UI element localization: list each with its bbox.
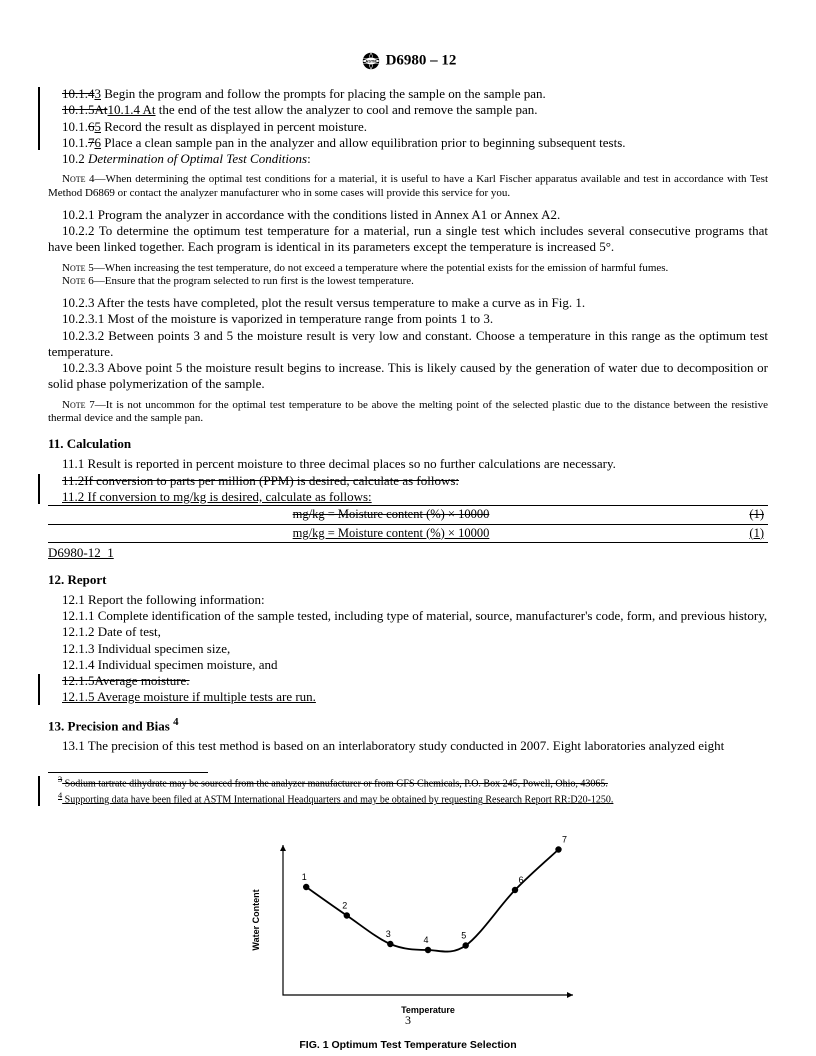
redline-ref: D6980-12_1 (48, 545, 768, 561)
para-11-2-strike: 11.2If conversion to parts per million (… (48, 473, 768, 489)
para-10-2-2: 10.2.2 To determine the optimum test tem… (48, 223, 768, 256)
footnote-4: 4 Supporting data have been filed at AST… (48, 791, 768, 807)
page-number: 3 (0, 1013, 816, 1028)
para-12-1-4: 12.1.4 Individual specimen moisture, and (48, 657, 768, 673)
figure-1-chart: 1234567TemperatureWater Content (228, 827, 588, 1027)
para-12-1: 12.1 Report the following information: (48, 592, 768, 608)
designation: D6980 – 12 (386, 52, 457, 68)
para-10-2: 10.2 Determination of Optimal Test Condi… (48, 151, 768, 167)
para-12-1-5-strike: 12.1.5Average moisture. (48, 673, 768, 689)
para-10-2-3-2: 10.2.3.2 Between points 3 and 5 the mois… (48, 328, 768, 361)
note-7: Note 7—It is not uncommon for the optima… (48, 399, 768, 427)
svg-text:6: 6 (518, 875, 523, 885)
svg-text:5: 5 (461, 930, 466, 940)
change-bar-block-4: 3 Sodium tartrate dihydrate may be sourc… (48, 775, 768, 807)
para-12-1-1: 12.1.1 Complete identification of the sa… (48, 608, 768, 624)
figure-1-caption: FIG. 1 Optimum Test Temperature Selectio… (48, 1039, 768, 1052)
note-4: Note 4—When determining the optimal test… (48, 173, 768, 201)
change-bar-block-2: 11.2If conversion to parts per million (… (48, 473, 768, 506)
para-12-1-2: 12.1.2 Date of test, (48, 624, 768, 640)
para-10-2-3-3: 10.2.3.3 Above point 5 the moisture resu… (48, 360, 768, 393)
section-12-head: 12. Report (48, 572, 768, 588)
para-12-1-3: 12.1.3 Individual specimen size, (48, 641, 768, 657)
section-11-head: 11. Calculation (48, 436, 768, 452)
para-10-1-7: 10.1.76 Place a clean sample pan in the … (48, 135, 768, 151)
para-10-1-6: 10.1.65 Record the result as displayed i… (48, 119, 768, 135)
change-bar-block-1: 10.1.43 Begin the program and follow the… (48, 86, 768, 151)
section-13-head: 13. Precision and Bias 4 (48, 716, 768, 735)
para-13-1: 13.1 The precision of this test method i… (48, 738, 768, 754)
svg-text:Water Content: Water Content (251, 889, 261, 950)
astm-logo-icon: ASTM (360, 50, 382, 72)
note-6: Note 6—Ensure that the program selected … (48, 275, 768, 289)
para-11-2-under: 11.2 If conversion to mg/kg is desired, … (48, 489, 768, 505)
para-10-2-3-1: 10.2.3.1 Most of the moisture is vaporiz… (48, 311, 768, 327)
svg-text:2: 2 (342, 900, 347, 910)
doc-header: ASTM D6980 – 12 (48, 50, 768, 72)
para-10-1-4: 10.1.43 Begin the program and follow the… (48, 86, 768, 102)
svg-text:3: 3 (386, 929, 391, 939)
note-5: Note 5—When increasing the test temperat… (48, 262, 768, 276)
para-10-2-3: 10.2.3 After the tests have completed, p… (48, 295, 768, 311)
para-10-2-1: 10.2.1 Program the analyzer in accordanc… (48, 207, 768, 223)
para-11-1: 11.1 Result is reported in percent moist… (48, 456, 768, 472)
svg-text:4: 4 (423, 935, 428, 945)
change-bar-block-3: 12.1.5Average moisture. 12.1.5 Average m… (48, 673, 768, 706)
equation-1-under: mg/kg = Moisture content (%) × 10000 (1) (48, 524, 768, 544)
para-12-1-5-under: 12.1.5 Average moisture if multiple test… (48, 689, 768, 705)
svg-text:7: 7 (562, 834, 567, 844)
page-content: ASTM D6980 – 12 10.1.43 Begin the progra… (0, 0, 816, 1052)
svg-text:ASTM: ASTM (365, 58, 377, 63)
equation-1-strike: mg/kg = Moisture content (%) × 10000 (1) (48, 505, 768, 524)
para-10-1-5: 10.1.5At10.1.4 At the end of the test al… (48, 102, 768, 118)
footnote-3: 3 Sodium tartrate dihydrate may be sourc… (48, 775, 768, 791)
svg-text:1: 1 (302, 872, 307, 882)
